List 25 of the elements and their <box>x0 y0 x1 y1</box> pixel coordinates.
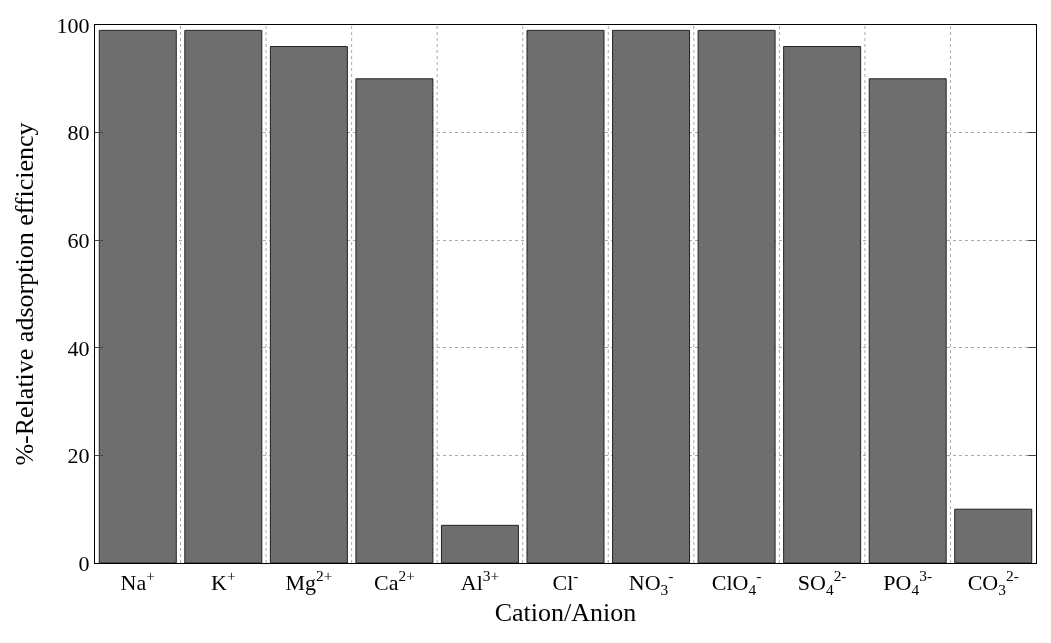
bar <box>526 29 605 563</box>
bar <box>954 508 1033 563</box>
y-axis-title: %-Relative adsorption efficiency <box>10 122 39 466</box>
y-tick-label: 20 <box>67 443 90 469</box>
x-tick-label: K$^{+}$ <box>211 567 236 596</box>
y-tick-label: 80 <box>67 120 90 146</box>
bar <box>98 29 177 563</box>
bar <box>697 29 776 563</box>
bar <box>612 29 691 563</box>
x-tick-label: Ca$^{2+}$ <box>373 567 415 596</box>
x-tick-label: Cl$^{-}$ <box>552 567 579 596</box>
x-tick-label: Al$^{3+}$ <box>460 567 500 596</box>
bar <box>783 46 862 563</box>
bar <box>355 78 434 563</box>
y-tick-label: 0 <box>78 550 90 576</box>
bar <box>269 46 348 563</box>
x-tick-label: Mg$^{2+}$ <box>285 567 333 596</box>
bar <box>184 29 263 563</box>
x-tick-label: Na$^{+}$ <box>120 567 155 596</box>
y-tick-label: 100 <box>56 12 90 38</box>
y-tick-label: 60 <box>67 227 90 253</box>
bar <box>868 78 947 563</box>
y-tick-label: 40 <box>67 335 90 361</box>
x-axis-title: Cation/Anion <box>494 598 637 628</box>
bar <box>440 524 519 563</box>
